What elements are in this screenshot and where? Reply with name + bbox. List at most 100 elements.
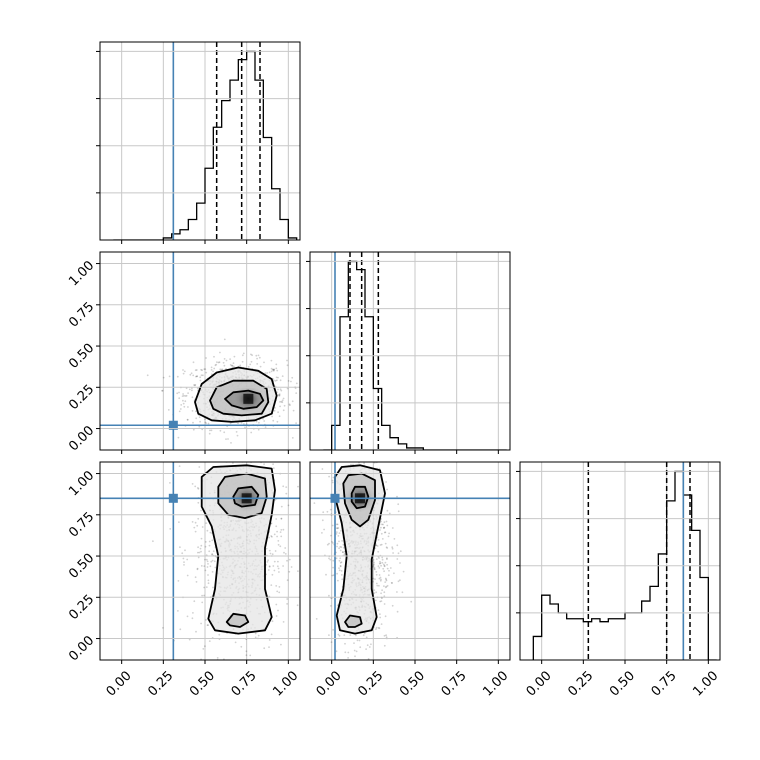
scatter-point [335,523,338,526]
scatter-point [382,563,385,566]
scatter-point [208,550,211,553]
scatter-point [363,632,366,635]
scatter-point [271,415,273,418]
x-tick-label: 0.75 [649,668,680,699]
scatter-point [382,523,384,526]
scatter-point [394,682,396,684]
scatter-point [273,569,276,572]
scatter-point [340,455,342,457]
scatter-point [250,353,252,356]
scatter-point [272,369,274,371]
scatter-point [279,405,281,408]
scatter-point [199,420,202,423]
scatter-point [304,427,306,429]
scatter-point [200,509,202,512]
scatter-point [268,565,271,568]
scatter-point [353,649,356,652]
truth-marker [168,493,178,503]
scatter-point [384,531,387,534]
scatter-point [182,372,185,375]
scatter-point [343,634,346,636]
scatter-point [197,517,200,520]
scatter-point [355,634,357,637]
scatter-point [353,642,355,644]
scatter-point [192,428,195,431]
scatter-point [393,538,396,540]
y-tick-label: 1.00 [66,258,97,289]
scatter-point [194,530,197,533]
scatter-point [391,527,394,529]
scatter-point [219,429,222,432]
scatter-point [205,371,208,374]
scatter-point [192,374,195,377]
scatter-point [221,368,224,371]
scatter-point [336,572,338,575]
scatter-point [199,547,202,550]
scatter-point [277,388,279,391]
scatter-point [186,419,189,421]
scatter-point [213,560,216,563]
scatter-point [206,529,209,532]
scatter-point [328,594,330,597]
scatter-point [191,387,193,390]
scatter-point [200,622,203,625]
scatter-point [369,712,371,714]
scatter-point [186,574,189,577]
scatter-point [226,455,228,457]
scatter-point [242,665,244,667]
scatter-point [383,595,386,598]
scatter-point [330,534,332,537]
scatter-point [201,594,204,597]
scatter-point [354,655,356,658]
scatter-point [375,571,378,573]
contour-level-0 [200,464,276,635]
scatter-point [211,559,214,562]
scatter-point [286,559,288,562]
scatter-point [381,589,383,592]
scatter-point [264,426,267,428]
scatter-point [389,567,392,569]
scatter-point [277,411,279,414]
scatter-point [200,537,203,540]
scatter-point [340,546,343,549]
scatter-point [344,651,347,654]
scatter-point [375,626,378,629]
scatter-point [191,521,194,523]
scatter-point [396,544,399,547]
scatter-point [375,544,378,546]
scatter-point [268,639,271,641]
scatter-point [321,468,324,470]
scatter-point [193,526,196,529]
scatter-point [385,481,387,483]
x-tick-label: 0.50 [607,668,638,699]
scatter-point [393,572,395,575]
scatter-point [195,410,197,413]
scatter-point [343,454,345,456]
scatter-point [249,654,252,657]
scatter-point [210,373,213,376]
scatter-point [307,439,309,441]
scatter-point [193,384,195,386]
scatter-point [179,408,182,410]
scatter-point [209,429,211,432]
scatter-point [399,562,401,564]
scatter-point [215,363,218,366]
scatter-point [286,603,288,605]
scatter-point [271,620,274,623]
scatter-point [195,369,198,371]
scatter-point [275,660,277,662]
scatter-point [339,565,342,568]
scatter-point [343,546,345,549]
scatter-point [378,567,381,569]
scatter-point [336,440,338,442]
scatter-point [286,387,289,390]
scatter-point [192,612,194,614]
scatter-point [208,544,211,547]
scatter-point [209,451,211,453]
scatter-point [380,600,383,602]
scatter-point [271,573,274,576]
scatter-point [341,540,343,542]
scatter-point [229,422,232,425]
scatter-point [397,580,400,583]
scatter-point [227,438,229,440]
